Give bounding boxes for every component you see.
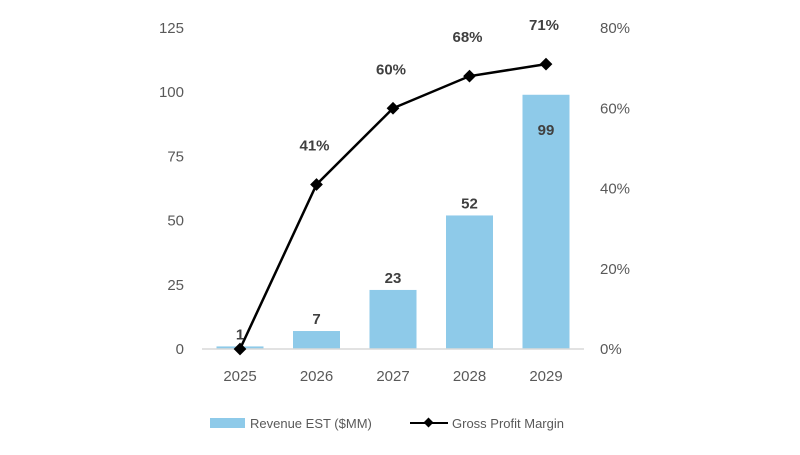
margin-marker-2025 [233, 342, 247, 356]
left-y-tick-label: 0 [176, 341, 184, 358]
margin-value-label: 60% [376, 61, 406, 78]
margin-marker-2028 [463, 69, 476, 83]
bar-2029 [522, 94, 570, 349]
margin-value-label: 41% [299, 137, 329, 154]
right-y-tick-label: 40% [600, 181, 630, 198]
margin-marker-2027 [386, 101, 400, 115]
bar-value-label: 99 [538, 122, 555, 139]
margin-marker-2026 [310, 178, 323, 191]
legend: Revenue EST ($MM) Gross Profit Margin [210, 416, 564, 431]
bar-value-label: 1 [236, 326, 244, 343]
legend-label-margin: Gross Profit Margin [452, 416, 564, 431]
margin-value-label: 71% [529, 17, 559, 34]
x-tick-label: 2026 [300, 368, 333, 385]
left-y-tick-label: 25 [167, 277, 184, 294]
bar-2027 [369, 289, 417, 349]
left-y-tick-label: 125 [159, 20, 184, 37]
right-y-tick-label: 20% [600, 261, 630, 278]
bar-2028 [446, 215, 493, 349]
left-y-tick-label: 75 [167, 148, 184, 165]
left-y-tick-label: 100 [159, 84, 184, 101]
right-y-tick-label: 0% [600, 341, 622, 358]
right-y-tick-label: 60% [600, 100, 630, 117]
bar-value-label: 52 [461, 195, 478, 212]
legend-swatch-margin-marker [423, 417, 434, 428]
x-tick-label: 2028 [453, 368, 486, 385]
bar-value-label: 23 [385, 270, 402, 287]
x-tick-label: 2025 [223, 368, 256, 385]
right-y-tick-label: 80% [600, 20, 630, 37]
legend-label-revenue: Revenue EST ($MM) [250, 416, 372, 431]
left-y-tick-label: 50 [167, 213, 184, 230]
legend-swatch-revenue [210, 418, 245, 428]
margin-marker-2029 [539, 57, 553, 71]
x-tick-label: 2027 [376, 368, 409, 385]
margin-value-label: 68% [452, 29, 482, 46]
x-tick-label: 2029 [529, 368, 562, 385]
bar-2026 [293, 331, 340, 349]
bar-value-label: 7 [312, 311, 320, 328]
